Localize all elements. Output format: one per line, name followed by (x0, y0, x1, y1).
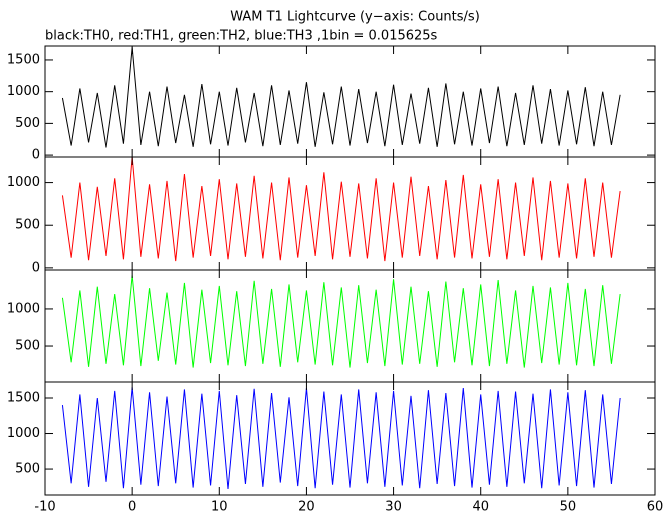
panel-frame (44, 381, 656, 496)
y-tick-label: 500 (15, 218, 40, 233)
y-tick-label: 1000 (7, 426, 40, 441)
y-tick-label: 1000 (7, 84, 40, 99)
data-line (61, 275, 621, 368)
x-tick-label: 20 (298, 500, 315, 515)
chart-title: WAM T1 Lightcurve (y−axis: Counts/s) (230, 10, 480, 25)
y-tick-label: 1000 (7, 301, 40, 316)
y-tick-label: 500 (15, 116, 40, 131)
x-tick-label: -10 (34, 500, 55, 515)
y-tick-label: 1500 (7, 390, 40, 405)
x-tick-label: 50 (560, 500, 577, 515)
x-tick-label: 0 (128, 500, 136, 515)
data-line (61, 387, 621, 490)
data-line (61, 157, 621, 262)
data-line (61, 47, 621, 148)
y-tick-label: 1500 (7, 52, 40, 67)
x-tick-label: 40 (472, 500, 489, 515)
chart-subtitle: black:TH0, red:TH1, green:TH2, blue:TH3 … (45, 29, 438, 44)
x-tick-label: 10 (211, 500, 228, 515)
x-tick-label: 30 (385, 500, 402, 515)
y-tick-label: 500 (15, 462, 40, 477)
x-tick-label: 60 (647, 500, 664, 515)
y-tick-label: 500 (15, 339, 40, 354)
y-tick-label: 0 (32, 148, 40, 163)
y-tick-label: 0 (32, 260, 40, 275)
y-tick-label: 1000 (7, 175, 40, 190)
